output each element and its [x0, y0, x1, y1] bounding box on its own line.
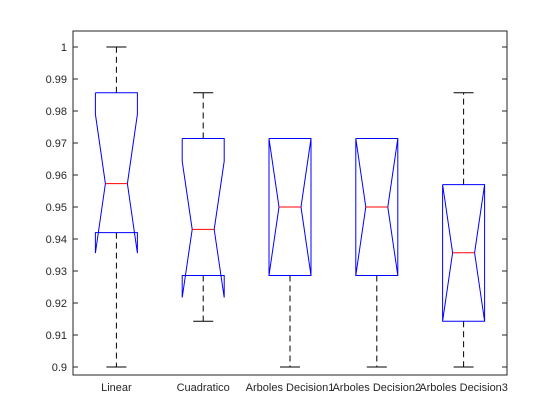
x-category-label: Cuadratico	[177, 382, 230, 394]
boxes-group	[94, 46, 486, 368]
y-tick-label: 0.97	[46, 138, 67, 150]
y-tick-label: 1	[61, 42, 67, 54]
box-outline	[355, 138, 399, 276]
y-tick-label: 0.93	[46, 266, 67, 278]
axes-frame	[72, 30, 508, 376]
x-category-label: Arboles Decision3	[419, 382, 508, 394]
y-tick-label: 0.95	[46, 202, 67, 214]
x-category-label: Arboles Decision2	[332, 382, 421, 394]
box-outline	[94, 92, 138, 254]
box-group	[442, 92, 486, 368]
box-outline	[442, 184, 486, 322]
y-axis-ticks: 0.9 0.91 0.92 0.93 0.94 0.95 0.96 0.97 0.98 0.99 1	[46, 42, 507, 374]
box-outline	[268, 138, 312, 276]
box-outline	[181, 138, 225, 298]
y-tick-label: 0.99	[46, 74, 67, 86]
x-axis-labels: Linear Cuadratico Arboles Decision1Arboles…	[101, 382, 508, 394]
x-category-label: Arboles Decision1	[246, 382, 335, 394]
box-group	[94, 46, 138, 368]
y-tick-label: 0.98	[46, 106, 67, 118]
plot-area	[73, 31, 507, 375]
box-group	[355, 138, 399, 368]
box-group	[268, 138, 312, 368]
y-tick-label: 0.94	[46, 234, 67, 246]
y-tick-label: 0.96	[46, 170, 67, 182]
y-tick-label: 0.92	[46, 298, 67, 310]
y-tick-label: 0.91	[46, 330, 67, 342]
box-group	[181, 92, 225, 322]
y-tick-label: 0.9	[52, 362, 67, 374]
x-category-label: Linear	[101, 382, 132, 394]
